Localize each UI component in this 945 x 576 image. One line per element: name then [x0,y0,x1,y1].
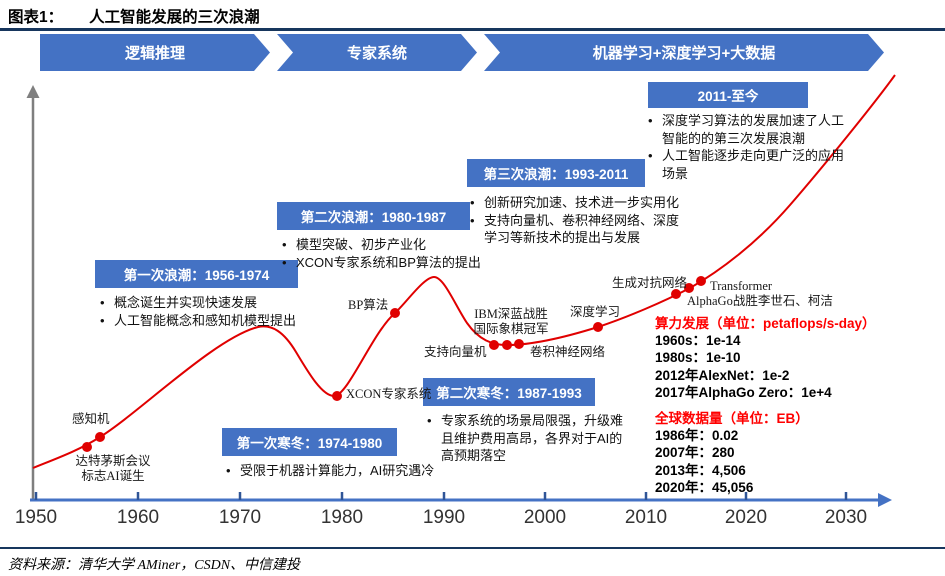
phase-arrow-label: 逻辑推理 [124,45,185,62]
milestone-label-bp: BP算法 [348,298,389,312]
title-divider [0,28,945,31]
figure-title: 人工智能发展的三次浪潮 [89,9,260,26]
data-volume-line: 2013年：4,506 [655,462,746,478]
x-axis-arrow-icon [878,493,892,507]
phase-arrow-label: 专家系统 [346,45,407,62]
winter1-box: 第一次寒冬：1974-1980 [222,428,397,456]
wave1-bullets: 概念诞生并实现快速发展 人工智能概念和感知机模型提出 [100,294,340,329]
compute-stat-line: 2012年AlexNet：1e-2 [655,367,790,383]
milestone-dot-deep-blue [502,340,512,350]
milestone-label-deep-blue: IBM深蓝战胜 国际象棋冠军 [473,307,549,336]
x-tick-label-1960: 1960 [116,507,160,528]
x-tick-label-1980: 1980 [320,507,364,528]
phase-arrow-expert-systems: 专家系统 [277,34,477,71]
wave1-box: 第一次浪潮：1956-1974 [95,260,298,288]
milestone-label-xcon: XCON专家系统 [346,387,432,401]
wave3-bullets: 创新研究加速、技术进一步实用化 支持向量机、卷积神经网络、深度学习等新技术的提出… [470,194,686,247]
source-note: 资料来源：清华大学 AMiner，CSDN、中信建投 [8,558,301,573]
compute-stat-line: 1980s：1e-10 [655,350,741,366]
phase-arrow-machine-learning: 机器学习+深度学习+大数据 [484,34,884,71]
stats-spacer [655,401,940,410]
bullet-text: 受限于机器计算能力，AI研究遇冷 [240,463,435,478]
milestone-label-cnn: 卷积神经网络 [530,345,606,359]
wave2-box: 第二次浪潮：1980-1987 [277,202,470,230]
phase-arrow-logic-reasoning: 逻辑推理 [40,34,270,71]
bullet-text: XCON专家系统和BP算法的提出 [296,254,481,270]
data-volume-header: 全球数据量（单位：EB） [655,411,809,427]
compute-stat-line: 1960s：1e-14 [655,333,741,349]
milestone-dot-bp [390,308,400,318]
milestone-dot-cnn [514,339,524,349]
wave3-label: 第三次浪潮：1993-2011 [483,167,629,182]
x-tick-label-1950: 1950 [14,507,58,528]
winter2-label: 第二次寒冬：1987-1993 [436,386,582,401]
x-tick-label-1990: 1990 [422,507,466,528]
bullet-text: 人工智能概念和感知机模型提出 [114,312,297,328]
figure-title-row: 图表1： 人工智能发展的三次浪潮 [8,5,260,27]
wave1-label: 第一次浪潮：1956-1974 [123,268,270,283]
milestone-dot-transformer [696,276,706,286]
milestone-label-dartmouth: 达特茅斯会议 标志AI诞生 [75,454,151,483]
x-tick-label-1970: 1970 [218,507,262,528]
winter2-bullets: 专家系统的场景局限强，升级难且维护费用高昂，各界对于AI的高预期落空 [427,412,623,465]
data-volume-line: 1986年：0.02 [655,428,739,444]
footer-divider [0,547,945,549]
bullet-text: 创新研究加速、技术进一步实用化 [484,195,680,210]
figure-number: 图表1： [8,9,64,26]
data-volume-line: 2020年：45,056 [655,479,754,495]
winter1-label: 第一次寒冬：1974-1980 [236,436,383,451]
compute-stats-header: 算力发展（单位：petaflops/s-day） [655,316,876,331]
wave3-box: 第三次浪潮：1993-2011 [467,159,645,187]
y-axis-arrow-icon [26,85,40,98]
milestone-dot-alphago [684,283,694,293]
bullet-text: 专家系统的场景局限强，升级难且维护费用高昂，各界对于AI的高预期落空 [441,413,624,463]
wave4-bullets: 深度学习算法的发展加速了人工智能的的第三次发展浪潮 人工智能逐步走向更广泛的应用… [648,112,844,182]
milestone-dot-xcon [332,391,342,401]
milestone-dot-gan [671,289,681,299]
milestone-dot-deep-learning [593,322,603,332]
data-volume-line: 2007年：280 [655,445,735,461]
x-axis-ticks [34,492,848,500]
wave2-label: 第二次浪潮：1980-1987 [300,210,447,225]
milestone-label-alphago: AlphaGo战胜李世石、柯洁 [687,294,833,308]
phase-arrow-label: 机器学习+深度学习+大数据 [592,45,776,62]
milestone-label-deep-learning: 深度学习 [570,305,621,319]
winter2-box: 第二次寒冬：1987-1993 [423,378,595,406]
x-tick-label-2030: 2030 [824,507,868,528]
ai-development-curve [32,74,896,469]
wave4-label: 2011-至今 [697,89,759,104]
stats-block: 算力发展（单位：petaflops/s-day） 1960s：1e-14 198… [655,315,940,496]
milestone-dot-dartmouth [82,442,92,452]
x-tick-label-2010: 2010 [624,507,668,528]
bullet-text: 支持向量机、卷积神经网络、深度学习等新技术的提出与发展 [484,212,680,246]
wave2-bullets: 模型突破、初步产业化 XCON专家系统和BP算法的提出 [282,236,512,271]
bullet-text: 人工智能逐步走向更广泛的应用场景 [662,148,845,181]
x-tick-label-2020: 2020 [724,507,768,528]
milestone-label-perceptron: 感知机 [72,412,110,426]
milestone-dots [82,276,706,452]
milestone-dot-svm [489,340,499,350]
bullet-text: 深度学习算法的发展加速了人工智能的的第三次发展浪潮 [662,113,845,146]
compute-stat-line: 2017年AlphaGo Zero：1e+4 [655,384,832,400]
milestone-label-gan: 生成对抗网络 [612,276,688,290]
bullet-text: 概念诞生并实现快速发展 [114,295,258,310]
wave4-box: 2011-至今 [648,82,808,108]
winter1-bullets: 受限于机器计算能力，AI研究遇冷 [226,462,476,480]
milestone-dot-perceptron [95,432,105,442]
x-tick-label-2000: 2000 [523,507,567,528]
milestone-label-transformer: Transformer [710,279,773,293]
milestone-label-svm: 支持向量机 [424,345,487,359]
bullet-text: 模型突破、初步产业化 [296,237,427,252]
